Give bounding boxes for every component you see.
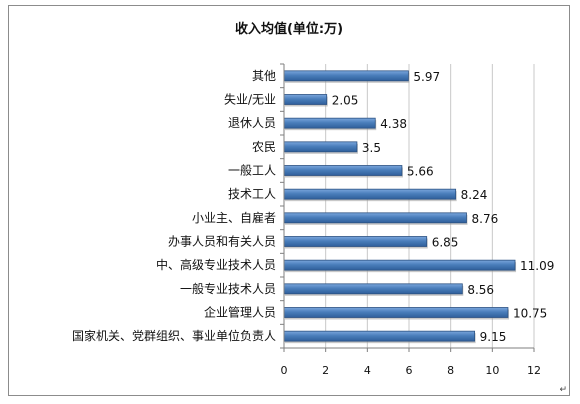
axis-layer: 0 2 4 6 8 10 12 xyxy=(280,63,541,377)
chart-title: 收入均值(单位:万) xyxy=(234,22,344,37)
grid-layer xyxy=(325,64,535,348)
bar xyxy=(283,70,409,82)
category-label: 退休人员 xyxy=(228,116,276,130)
x-tick-label: 10 xyxy=(485,364,499,377)
category-label: 国家机关、党群组织、事业单位负责人 xyxy=(72,328,276,343)
data-label: 5.97 xyxy=(413,70,440,84)
chart-frame: 收入均值(单位:万) 其他 5.97 失业/无业 2.05 退休人员 4.38 农民 3.5 一… xyxy=(8,5,570,396)
data-label: 2.05 xyxy=(332,94,359,108)
x-tick-label: 12 xyxy=(527,364,541,377)
x-tick-label: 0 xyxy=(281,364,288,377)
x-tick-label: 6 xyxy=(406,364,413,377)
bar xyxy=(283,283,463,295)
data-label: 6.85 xyxy=(432,236,459,250)
data-label: 3.5 xyxy=(362,141,381,155)
bar xyxy=(283,188,457,200)
x-tick-label: 4 xyxy=(364,364,371,377)
bar xyxy=(283,307,509,318)
data-label: 8.56 xyxy=(467,283,494,297)
bar xyxy=(283,165,403,176)
bar-layer xyxy=(283,70,517,344)
chart-svg: 其他 5.97 失业/无业 2.05 退休人员 4.38 农民 3.5 一般工人 5.66 技术工人… xyxy=(72,63,554,377)
category-label: 其他 xyxy=(252,69,276,83)
data-label: 4.38 xyxy=(380,117,407,131)
bar xyxy=(283,141,358,153)
bar xyxy=(283,94,328,105)
bar xyxy=(283,212,467,224)
category-label: 一般工人 xyxy=(228,163,276,178)
category-label: 农民 xyxy=(252,140,276,154)
data-label: 11.09 xyxy=(520,259,554,273)
x-tick-label: 8 xyxy=(447,364,454,377)
category-label: 办事人员和有关人员 xyxy=(168,234,276,249)
bar xyxy=(283,330,476,342)
category-label: 技术工人 xyxy=(228,187,276,201)
bar xyxy=(283,117,376,129)
label-layer: 其他 5.97 失业/无业 2.05 退休人员 4.38 农民 3.5 一般工人 5.66 技术工人… xyxy=(72,69,554,344)
data-label: 5.66 xyxy=(407,165,434,179)
category-label: 中、高级专业技术人员 xyxy=(156,257,276,272)
category-label: 小业主、自雇者 xyxy=(192,210,276,225)
bar xyxy=(283,259,516,271)
bar xyxy=(283,236,428,247)
category-label: 一般专业技术人员 xyxy=(180,281,276,296)
category-label: 企业管理人员 xyxy=(204,305,276,320)
data-label: 8.24 xyxy=(461,188,488,202)
data-label: 8.76 xyxy=(472,212,499,226)
x-tick-label: 2 xyxy=(322,364,329,377)
category-label: 失业/无业 xyxy=(224,92,276,107)
paragraph-mark: ↵ xyxy=(559,385,567,395)
data-label: 9.15 xyxy=(480,330,507,344)
data-label: 10.75 xyxy=(513,307,547,321)
